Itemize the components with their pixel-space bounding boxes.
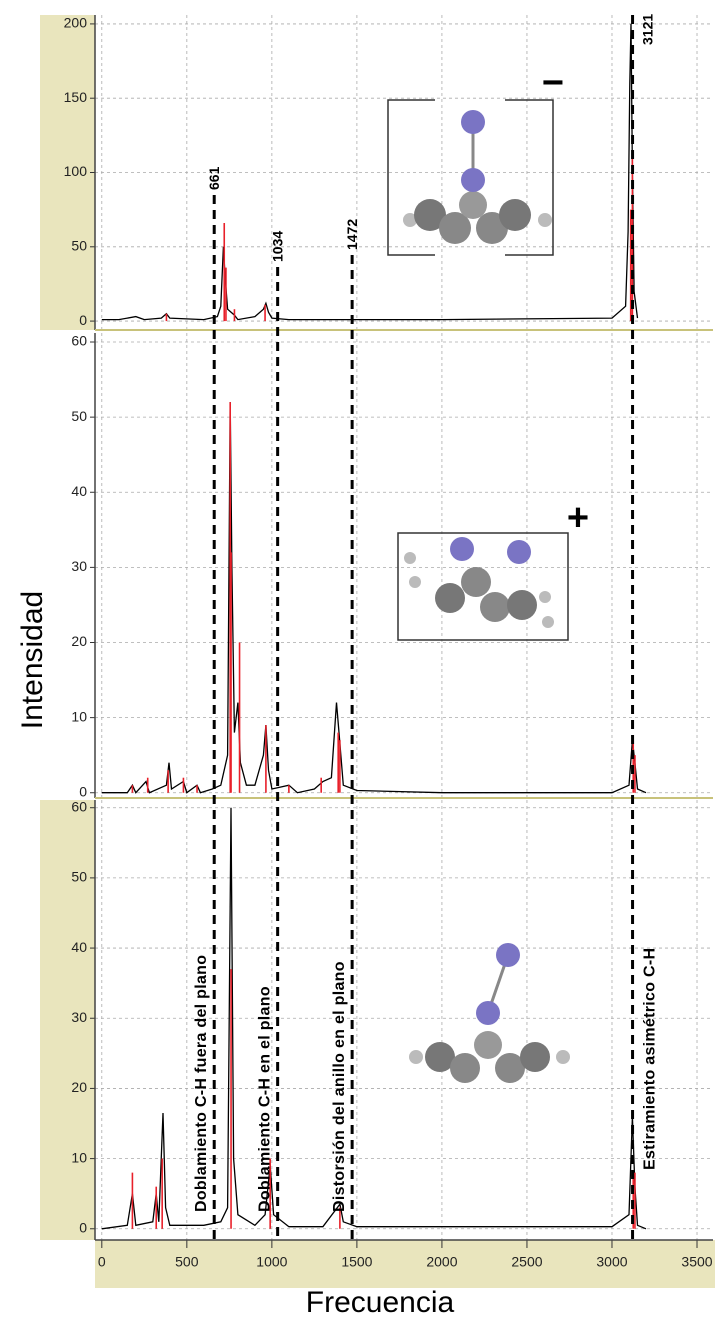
y-tick-label: 30 [71,558,87,574]
marker-label: 3121 [640,14,656,45]
band-label: Doblamiento C-H en el plano [257,986,274,1212]
band-label: Distorsión del anillo en el plano [331,961,348,1212]
y-tick-label: 100 [64,163,88,179]
x-tick-label: 3500 [681,1254,712,1270]
band-label: Doblamiento C-H fuera del plano [193,955,210,1212]
x-axis-title: Frecuencia [306,1286,455,1319]
y-tick-label: 20 [71,1079,87,1095]
y-tick-label: 10 [71,1149,87,1165]
y-tick-label: 150 [64,89,88,105]
y-tick-label: 10 [71,708,87,724]
page: {"chart_data": [ {"type": "spectrum", "c… [0,0,718,1320]
y-tick-label: 50 [71,237,87,253]
x-tick-label: 500 [175,1254,199,1270]
charge-label: − [542,62,564,104]
chart: 050100150200−0102030405060+Intensidad010… [0,0,718,1320]
x-tick-label: 3000 [596,1254,627,1270]
x-tick-label: 2000 [426,1254,457,1270]
x-tick-label: 1000 [256,1254,287,1270]
y-tick-label: 60 [71,333,87,349]
x-tick-label: 1500 [341,1254,372,1270]
y-tick-label: 50 [71,408,87,424]
y-tick-label: 0 [79,312,87,328]
y-tick-label: 0 [79,783,87,799]
y-tick-label: 40 [71,939,87,955]
charge-label: + [567,497,589,539]
y-tick-label: 50 [71,869,87,885]
band-label: Estiramiento asimétrico C-H [642,948,659,1170]
y-tick-label: 200 [64,15,88,31]
marker-label: 1034 [270,231,286,262]
marker-label: 1472 [344,219,360,250]
y-tick-label: 60 [71,798,87,814]
y-tick-label: 40 [71,483,87,499]
x-tick-label: 0 [98,1254,106,1270]
y-axis-title: Intensidad [16,591,49,729]
y-tick-label: 30 [71,1009,87,1025]
x-tick-label: 2500 [511,1254,542,1270]
plot-area [95,15,713,1240]
marker-label: 661 [206,166,222,190]
y-tick-label: 0 [79,1219,87,1235]
y-tick-label: 20 [71,633,87,649]
